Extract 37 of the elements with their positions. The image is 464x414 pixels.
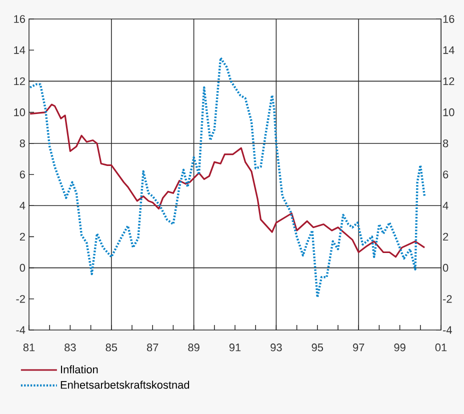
x-tick-label: 83 bbox=[64, 344, 76, 352]
x-tick-label: 93 bbox=[270, 344, 282, 352]
y2-tick-label: 10 bbox=[14, 108, 26, 116]
x-tick-label: 87 bbox=[146, 344, 158, 352]
y-tick-label: 10 bbox=[443, 108, 454, 116]
y2-tick-label: -4 bbox=[16, 326, 26, 334]
x-tick-label: 91 bbox=[229, 344, 241, 352]
y-tick-label: 14 bbox=[443, 46, 454, 54]
y2-tick-label: 16 bbox=[14, 15, 25, 23]
y2-tick-label: 0 bbox=[20, 264, 26, 272]
x-tick-label: 81 bbox=[23, 344, 35, 352]
y-tick-label: 8 bbox=[443, 140, 448, 148]
x-tick-label: 95 bbox=[312, 344, 324, 352]
y2-tick-label: 8 bbox=[20, 140, 25, 148]
line-series bbox=[29, 104, 426, 258]
y-tick-label: 2 bbox=[443, 232, 448, 241]
y-tick-label: -4 bbox=[443, 326, 452, 334]
x-tick-label: 01 bbox=[435, 344, 447, 352]
y-tick-label: 6 bbox=[443, 170, 448, 178]
x-tick-label: 97 bbox=[353, 344, 364, 352]
legend-label: Enhetsarbetskraftskostnad bbox=[60, 380, 190, 389]
y2-tick-label: 12 bbox=[14, 77, 25, 86]
y2-tick-label: 6 bbox=[20, 170, 25, 178]
y2-tick-label: -2 bbox=[16, 295, 25, 303]
line-series bbox=[28, 56, 426, 298]
x-tick-label: 99 bbox=[394, 344, 406, 352]
y-tick-label: 0 bbox=[442, 264, 448, 272]
x-tick-label: 89 bbox=[188, 344, 200, 352]
x-tick-label: 85 bbox=[106, 344, 118, 352]
y-tick-label: 4 bbox=[442, 202, 448, 210]
y2-tick-label: 2 bbox=[20, 232, 25, 241]
legend-label: Inflation bbox=[61, 365, 98, 374]
y-tick-label: 16 bbox=[443, 15, 454, 23]
y2-tick-label: 4 bbox=[20, 202, 26, 210]
y2-tick-label: 14 bbox=[14, 46, 26, 54]
y-tick-label: -2 bbox=[443, 295, 452, 303]
y-tick-label: 12 bbox=[443, 77, 454, 86]
